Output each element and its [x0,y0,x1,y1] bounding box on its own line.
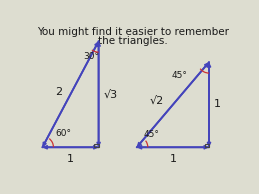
Text: 45°: 45° [172,71,188,80]
Text: √2: √2 [150,96,164,106]
Text: 60°: 60° [55,129,71,138]
Text: 30°: 30° [84,52,99,61]
Text: √3: √3 [104,90,118,100]
Text: the triangles.: the triangles. [98,36,168,46]
Text: 2: 2 [55,87,62,97]
Text: 1: 1 [67,154,74,164]
Text: 1: 1 [214,99,221,109]
Text: 1: 1 [169,154,176,164]
Text: 45°: 45° [144,130,160,139]
Text: You might find it easier to remember: You might find it easier to remember [37,27,229,37]
